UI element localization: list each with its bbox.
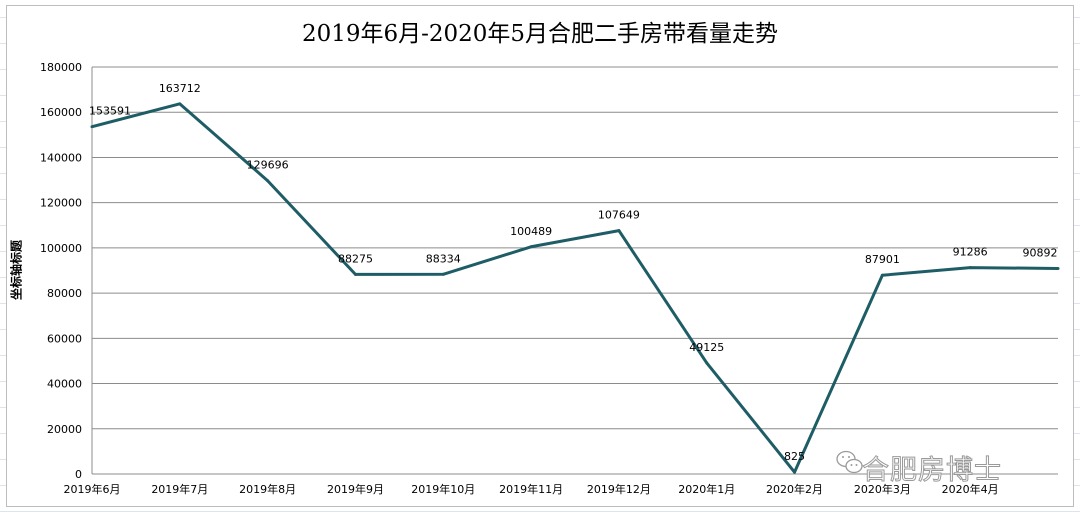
y-tick-label: 20000	[47, 423, 82, 436]
watermark: 合肥房博士	[862, 455, 1002, 487]
data-label: 153591	[89, 105, 131, 118]
y-tick-label: 0	[75, 468, 82, 481]
x-tick-label: 2019年8月	[239, 482, 296, 496]
data-point	[90, 125, 94, 129]
data-point	[353, 272, 357, 276]
data-label: 49125	[689, 341, 724, 354]
series-line	[91, 102, 1059, 474]
data-point	[1056, 266, 1060, 270]
data-label: 107649	[598, 209, 640, 222]
y-tick-label: 120000	[40, 197, 82, 210]
data-label: 87901	[865, 253, 900, 266]
x-tick-label: 2020年2月	[766, 482, 823, 496]
x-tick-label: 2019年9月	[327, 482, 384, 496]
x-tick-label: 2019年10月	[411, 482, 475, 496]
x-tick-label: 2019年11月	[499, 482, 563, 496]
data-point	[441, 272, 445, 276]
y-tick-label: 160000	[40, 106, 82, 119]
x-tick-label: 2020年4月	[942, 482, 999, 496]
data-label: 825	[784, 450, 805, 463]
x-tick-label: 2020年1月	[678, 482, 735, 496]
data-label: 91286	[953, 246, 988, 259]
y-tick-label: 180000	[40, 61, 82, 74]
x-tick-label: 2019年12月	[587, 482, 651, 496]
data-point	[880, 273, 884, 277]
data-point	[705, 361, 709, 365]
x-tick-label: 2019年6月	[64, 482, 121, 496]
data-label: 90892	[1023, 246, 1058, 259]
y-tick-label: 40000	[47, 378, 82, 391]
data-label: 129696	[247, 159, 289, 172]
data-point	[266, 179, 270, 183]
y-tick-label: 80000	[47, 287, 82, 300]
x-tick-label: 2020年3月	[854, 482, 911, 496]
chart-title: 2019年6月-2020年5月合肥二手房带看量走势	[301, 21, 779, 47]
data-label: 163712	[159, 82, 201, 95]
data-point	[178, 102, 182, 106]
data-label: 100489	[510, 225, 552, 238]
data-point	[968, 266, 972, 270]
x-tick-label: 2019年7月	[151, 482, 208, 496]
wechat-icon	[836, 450, 863, 474]
data-label: 88275	[338, 252, 373, 265]
chart-area[interactable]	[6, 5, 1074, 507]
data-label: 88334	[426, 252, 461, 265]
data-point	[617, 229, 621, 233]
y-tick-label: 60000	[47, 332, 82, 345]
y-tick-label: 100000	[40, 242, 82, 255]
data-point	[529, 245, 533, 249]
y-tick-label: 140000	[40, 151, 82, 164]
data-point	[793, 470, 797, 474]
